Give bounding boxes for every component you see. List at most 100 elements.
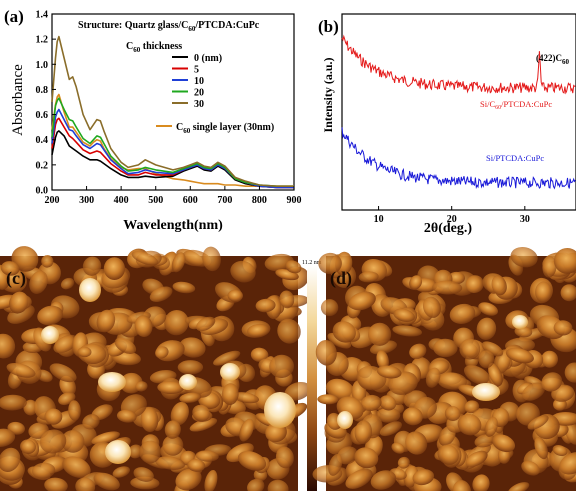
afm-grain [135,381,148,392]
afm-bright-grain [264,392,296,428]
afm-grain [379,395,397,411]
afm-grain [360,394,382,412]
panel-label-b: (b) [318,17,339,36]
afm-grain [535,281,552,303]
afm-grain [505,347,534,364]
afm-grain [227,289,243,302]
afm-grain [552,444,568,457]
series-line-5 [51,93,294,187]
afm-grain [23,399,38,416]
afm-grain [391,442,405,454]
uv-vis-absorbance-chart: (a) 200 300 400 500 600 700 800 900 0.00.20.40.… [4,7,302,233]
afm-grains-c [0,246,311,491]
afm-grain [472,474,490,491]
afm-grain [522,382,546,401]
afm-grain [402,407,423,426]
afm-grain [133,467,154,482]
xrd-chart: (b) 10 20 30 Intensity (a.u.) 2θ(deg.) (42… [318,13,576,236]
afm-grain [433,338,458,358]
afm-grain [255,298,276,313]
x-tick-label-a: 500 [148,195,163,206]
y-tick-label-a: 0.0 [36,186,49,197]
afm-grain [488,363,503,387]
y-tick-label-a: 0.2 [36,160,49,171]
afm-bright-grain [337,411,353,429]
afm-grain [189,417,218,432]
afm-grain [564,421,576,445]
afm-grain [510,247,538,268]
afm-grain [155,456,186,470]
afm-grain [155,346,169,359]
afm-grain [96,309,116,333]
afm-grain [320,299,339,317]
single-layer-label: C60 single layer (30nm) [176,122,274,135]
afm-grain [247,323,270,338]
afm-grain [368,322,392,346]
y-axis-label-b: Intensity (a.u.) [321,57,335,132]
afm-grain [0,333,16,359]
y-tick-label-a: 0.8 [36,85,49,96]
afm-grain [269,354,294,379]
afm-grain [474,434,496,448]
afm-grain [0,447,21,473]
afm-grain [164,420,181,439]
afm-grain [31,462,56,479]
single-layer-legend: C60 single layer (30nm) [156,122,274,135]
legend-label: 20 [194,88,204,99]
afm-grain [213,350,241,366]
x-axis-ticks-b: 10 20 30 [374,206,530,225]
afm-grain [425,367,441,388]
afm-grain [68,400,81,421]
afm-grain [564,362,576,383]
afm-grain [112,466,130,478]
blue-series-label: Si/PTCDA:CuPc [486,153,544,163]
afm-grain [449,303,476,324]
series-line-0 [51,130,294,189]
afm-grain [179,337,206,358]
afm-grain [527,415,549,430]
series-line-3 [51,97,294,187]
y-tick-label-a: 0.6 [36,110,49,121]
x-tick-label-b: 10 [374,214,384,225]
x-tick-label-b: 20 [447,214,457,225]
x-tick-label-b: 30 [520,214,530,225]
afm-grain [93,472,120,491]
afm-grain [103,257,125,280]
afm-grain [250,347,269,362]
panel-label-a: (a) [4,7,24,26]
afm-grain [328,453,343,476]
xrd-series [341,34,576,190]
afm-grain [376,365,402,379]
afm-grain [315,340,337,366]
afm-grain [179,392,202,403]
afm-grain [393,308,415,322]
afm-bright-grain [472,383,500,401]
structure-title: Structure: Quartz glass/C60/PTCDA:CuPc [78,20,260,33]
afm-grain [82,256,102,276]
xrd-curve-red [341,34,576,95]
afm-grain [457,413,482,436]
peak-annotation: (422)C60 [536,53,570,66]
y-tick-label-a: 1.0 [36,60,49,71]
afm-grain [116,409,137,423]
legend-label: 5 [194,65,199,76]
afm-grain [465,275,484,293]
afm-grain [444,406,461,421]
afm-grain [358,271,379,283]
afm-grain [459,338,481,360]
afm-grain [337,446,358,465]
absorbance-series [51,35,294,189]
afm-grain [62,456,91,479]
afm-bright-grain [105,440,131,464]
x-tick-label-a: 600 [183,195,198,206]
afm-grain [91,431,120,445]
afm-grain [437,372,467,390]
afm-grain [177,360,204,375]
y-axis-ticks-a: 0.0 0.2 0.4 0.6 0.8 1.0 1.2 1.4 [36,10,56,197]
afm-grain [354,420,373,444]
legend-label: 30 [194,99,204,110]
afm-grain [392,325,423,337]
legend-title: C60 thickness [126,41,182,54]
afm-grain [29,270,48,294]
